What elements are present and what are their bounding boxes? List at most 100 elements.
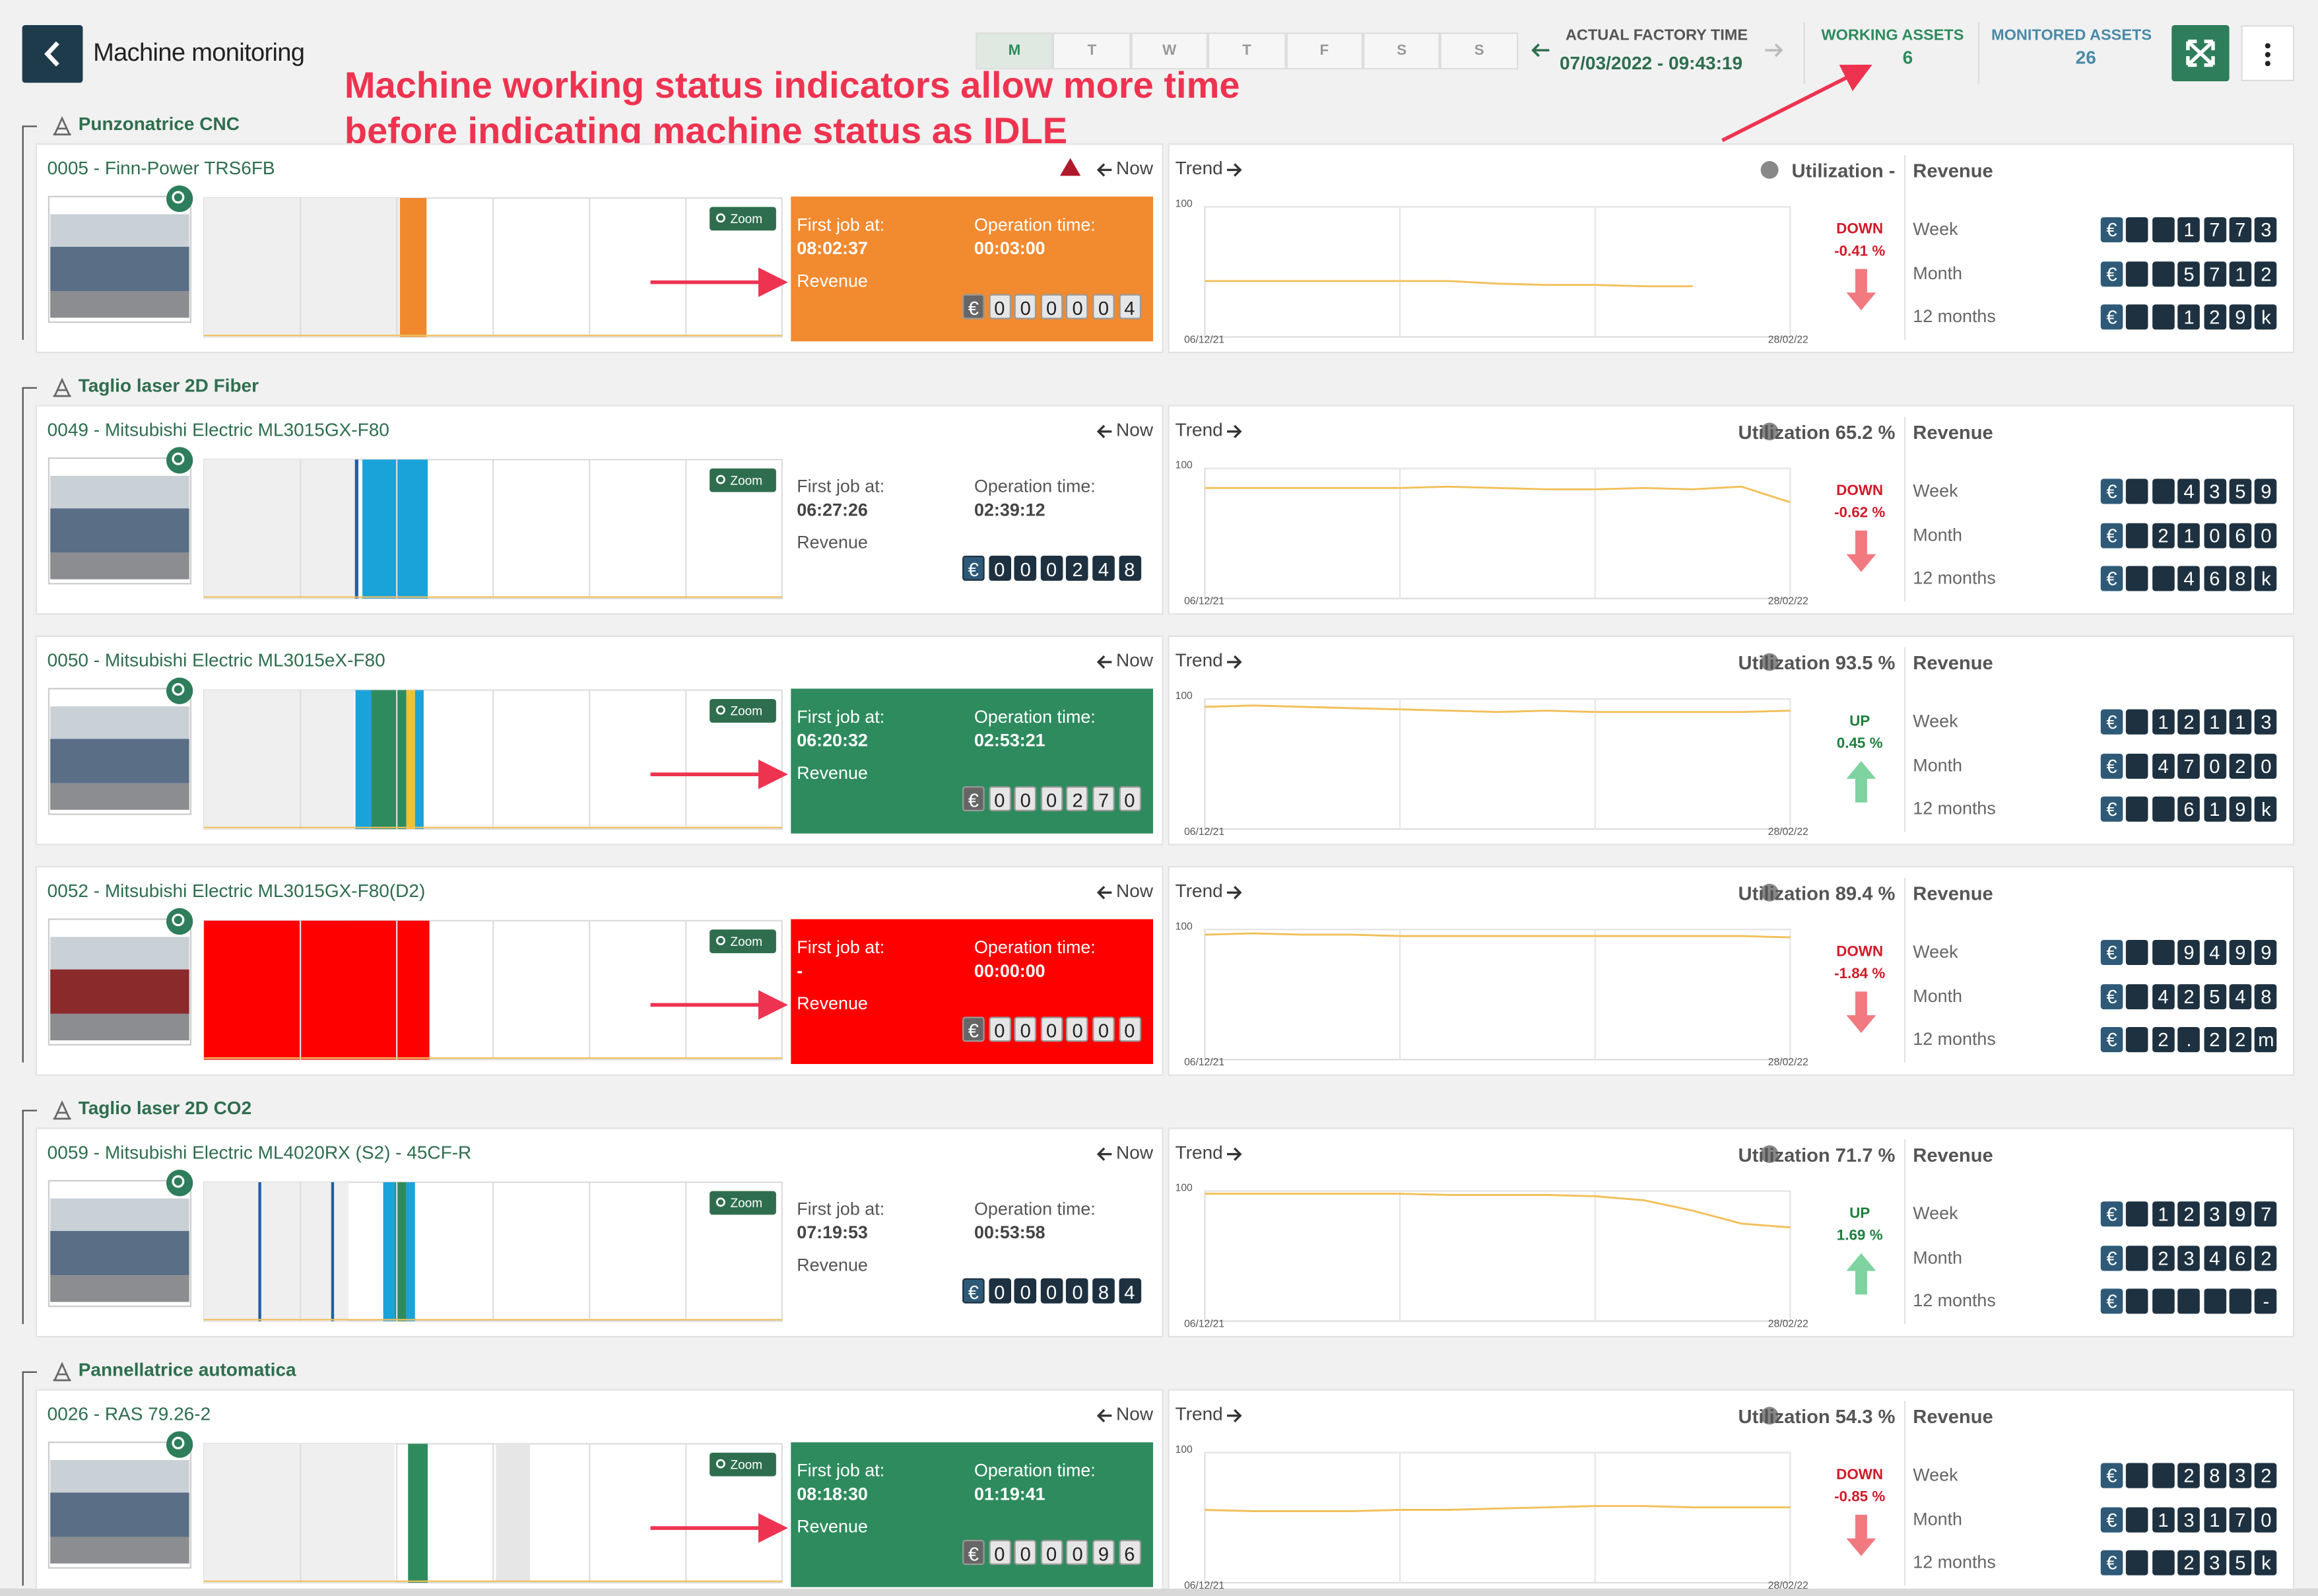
trend-arrow [1227, 424, 1242, 438]
revenue-digit: 8 [2203, 1463, 2226, 1488]
now-link[interactable]: Now [1116, 881, 1154, 902]
trend-direction: DOWN [1836, 483, 1884, 500]
next-arrow[interactable] [1764, 43, 1784, 57]
zoom-button[interactable]: Zoom [710, 929, 776, 954]
zoom-lens [172, 682, 185, 696]
photo-machine [50, 1231, 189, 1276]
revenue-digit: 0 [2255, 1506, 2278, 1532]
trend-link[interactable]: Trend [1175, 881, 1223, 902]
machine-name[interactable]: 0050 - Mitsubishi Electric ML3015eX-F80 [47, 650, 385, 671]
day-tab[interactable]: S [1363, 32, 1441, 70]
day-tab[interactable]: M [976, 32, 1053, 70]
prev-arrow[interactable] [1530, 43, 1550, 57]
direction-arrow [1846, 991, 1876, 1033]
y-tick-label: 100 [1176, 1444, 1193, 1455]
icon [53, 1362, 71, 1381]
activity-timeline [203, 1443, 783, 1583]
group-icon [53, 1362, 71, 1381]
day-tab[interactable]: S [1440, 32, 1518, 70]
group-icon [53, 378, 71, 397]
revenue-digit [2152, 304, 2175, 330]
activity-timeline [203, 1181, 783, 1322]
revenue-digit: 6 [2177, 796, 2201, 822]
revenue-digit: 1 [2152, 1201, 2175, 1227]
counter-digit: 4 [1092, 555, 1115, 581]
revenue-digit: 7 [2203, 261, 2226, 286]
group-bracket [22, 1110, 37, 1112]
warning-icon [1059, 158, 1081, 176]
now-arrow [1096, 163, 1112, 177]
counter-digit: 0 [988, 294, 1011, 319]
trend-link[interactable]: Trend [1175, 158, 1223, 179]
counter-digit: 0 [1014, 294, 1037, 319]
trend-arrow [1227, 163, 1242, 177]
menu-button[interactable] [2241, 25, 2295, 82]
revenue-digit: € [2100, 261, 2123, 286]
zoom-lens [172, 191, 185, 204]
group-bracket [22, 125, 37, 127]
icon [1227, 1147, 1242, 1161]
revenue-digit: 7 [2177, 752, 2201, 778]
monitored-assets-value: 26 [2075, 47, 2096, 68]
now-link[interactable]: Now [1116, 1403, 1154, 1425]
period-label: Month [1913, 262, 1963, 283]
now-link[interactable]: Now [1116, 650, 1154, 671]
revenue-digit: 2 [2203, 1027, 2226, 1053]
trend-link[interactable]: Trend [1175, 650, 1223, 671]
revenue-digit [2229, 1288, 2252, 1314]
day-tab[interactable]: F [1285, 32, 1364, 70]
revenue-digit [2152, 1550, 2175, 1576]
now-link[interactable]: Now [1116, 1142, 1154, 1164]
zoom-button[interactable]: Zoom [710, 1452, 776, 1477]
zoom-button[interactable]: Zoom [710, 1191, 776, 1215]
machine-name[interactable]: 0026 - RAS 79.26-2 [47, 1403, 211, 1425]
divider [1977, 22, 1980, 84]
revenue-digit: 1 [2177, 304, 2201, 330]
period-label: 12 months [1913, 798, 1996, 819]
now-link[interactable]: Now [1116, 158, 1154, 179]
trend-link[interactable]: Trend [1175, 419, 1223, 441]
activity-segment [331, 1182, 335, 1321]
fullscreen-button[interactable] [2171, 25, 2230, 82]
revenue-label: Revenue [797, 993, 868, 1014]
trend-line [1205, 485, 1791, 504]
revenue-digit: 2 [2177, 1201, 2201, 1227]
now-link[interactable]: Now [1116, 419, 1154, 441]
trend-link[interactable]: Trend [1175, 1403, 1223, 1425]
activity-segment [408, 1444, 428, 1583]
day-tab[interactable]: T [1208, 32, 1286, 70]
operation-time-value: 01:19:41 [974, 1483, 1045, 1505]
trend-link[interactable]: Trend [1175, 1142, 1223, 1164]
divider [1904, 1139, 1906, 1325]
revenue-digit: 8 [2229, 566, 2252, 591]
machine-name[interactable]: 0059 - Mitsubishi Electric ML4020RX (S2)… [47, 1142, 472, 1164]
zoom-lens [172, 1175, 185, 1188]
machine-name[interactable]: 0005 - Finn-Power TRS6FB [47, 158, 275, 179]
trend-line [1205, 280, 1693, 288]
day-tab[interactable]: T [1053, 32, 1131, 70]
icon [1760, 653, 1779, 671]
icon [1760, 422, 1779, 441]
menu-icon [2265, 43, 2270, 67]
activity-segment [204, 198, 401, 337]
revenue-digit: 1 [2203, 709, 2226, 735]
machine-name[interactable]: 0052 - Mitsubishi Electric ML3015GX-F80(… [47, 881, 426, 902]
revenue-digit: 1 [2152, 1506, 2175, 1532]
revenue-digit: 9 [2229, 1201, 2252, 1227]
icon [1096, 655, 1112, 669]
zoom-button[interactable]: Zoom [710, 207, 776, 231]
back-button[interactable] [22, 25, 83, 83]
revenue-digit: 4 [2152, 752, 2175, 778]
zoom-button[interactable]: Zoom [710, 698, 776, 723]
day-tab[interactable]: W [1130, 32, 1209, 70]
activity-segment [204, 1444, 395, 1583]
photo-ceiling [50, 1198, 189, 1232]
machine-name[interactable]: 0049 - Mitsubishi Electric ML3015GX-F80 [47, 419, 389, 441]
photo-ceiling [50, 1460, 189, 1493]
zoom-button[interactable]: Zoom [710, 468, 776, 492]
counter-digit: € [962, 1278, 985, 1304]
revenue-digit: 3 [2255, 217, 2278, 243]
machine-photo [48, 918, 192, 1046]
revenue-digit: 2 [2203, 304, 2226, 330]
